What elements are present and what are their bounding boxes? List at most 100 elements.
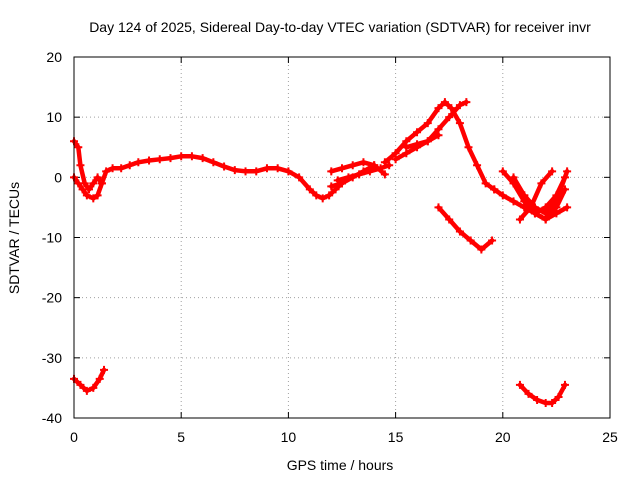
data-point [380, 158, 389, 167]
x-tick-label: 5 [177, 429, 185, 445]
series-rise-b [391, 98, 471, 164]
data-point [385, 161, 394, 170]
plot-frame [73, 56, 611, 419]
data-point [455, 119, 464, 128]
data-point [359, 167, 368, 176]
data-point [524, 389, 533, 398]
data-point [338, 164, 346, 173]
data-point [93, 191, 102, 200]
data-point [477, 245, 486, 254]
data-point [273, 164, 282, 173]
data-point [464, 143, 473, 152]
grid [74, 57, 610, 418]
data-point [80, 179, 89, 188]
y-tick-label: -10 [42, 230, 62, 246]
data-point [434, 131, 443, 140]
y-tick-label: -40 [42, 410, 62, 426]
data-point [481, 179, 490, 188]
data-point [520, 191, 529, 200]
data-point [391, 155, 400, 164]
series-early-loop [70, 137, 106, 194]
data-point [284, 167, 293, 176]
data-point [533, 395, 542, 404]
data-point [187, 152, 196, 161]
data-point [89, 194, 98, 203]
data-point [447, 104, 456, 113]
data-point [554, 392, 563, 401]
data-point [177, 152, 186, 161]
data-point [252, 167, 261, 176]
data-point [85, 185, 94, 194]
data-point [305, 185, 314, 194]
data-point [498, 167, 507, 176]
data-point [295, 173, 304, 182]
data-point [312, 191, 321, 200]
data-point [541, 209, 550, 218]
data-point [76, 161, 85, 170]
data-point [74, 143, 83, 152]
y-axis-label: SDTVAR / TECUs [6, 182, 22, 294]
y-tick-label: -20 [42, 290, 62, 306]
data-point [125, 161, 134, 170]
data-point [348, 161, 357, 170]
data-point [445, 113, 454, 122]
data-point [338, 179, 346, 188]
series-rise-c [402, 131, 443, 152]
data-point [155, 155, 164, 164]
series-bottom-right-arc [515, 380, 569, 407]
data-point [82, 191, 91, 200]
data-point [548, 167, 557, 176]
data-point [530, 203, 539, 212]
data-point [220, 162, 229, 171]
data-point [89, 179, 98, 188]
data-point [563, 203, 572, 212]
data-point [108, 164, 117, 173]
data-point [537, 179, 546, 188]
data-point [455, 101, 464, 110]
series-late-track-e [520, 167, 572, 218]
data-point [134, 158, 143, 167]
series-late-track-c [509, 173, 569, 224]
x-tick-label: 20 [495, 429, 511, 445]
data-point [327, 182, 336, 191]
data-point [466, 236, 475, 245]
data-point [230, 166, 239, 175]
data-point [515, 215, 524, 224]
data-point [318, 194, 327, 203]
data-point [327, 167, 336, 176]
series-bottom-left-arc [70, 365, 109, 395]
data-point [455, 227, 464, 236]
data-point [509, 173, 518, 182]
y-tick-label: 0 [54, 169, 62, 185]
y-tick-label: 10 [46, 109, 62, 125]
data-point [402, 143, 411, 152]
data-point [82, 386, 91, 395]
data-point [498, 191, 507, 200]
data-point [488, 236, 497, 245]
data-point [166, 154, 175, 163]
x-tick-label: 10 [281, 429, 297, 445]
chart-title: Day 124 of 2025, Sidereal Day-to-day VTE… [89, 19, 591, 35]
data-point [102, 167, 111, 176]
series-bump-c [327, 161, 379, 191]
series-line [404, 132, 441, 150]
data-point [473, 161, 482, 170]
x-tick-label: 0 [70, 429, 78, 445]
data-point [89, 383, 98, 392]
data-point [440, 98, 449, 107]
data-point [563, 167, 572, 176]
tick-labels: 0 5 10 15 20 25 -40 -30 -20 -10 0 10 20 [42, 49, 618, 445]
data-point [445, 215, 454, 224]
data-point [413, 140, 422, 149]
plot-area [70, 98, 572, 407]
y-tick-label: -30 [42, 350, 62, 366]
series-line [436, 205, 495, 252]
series-line [517, 169, 555, 222]
x-tick-label: 15 [388, 429, 404, 445]
x-axis-label: GPS time / hours [287, 457, 394, 473]
data-point [423, 119, 432, 128]
data-point [209, 158, 218, 167]
data-point [100, 365, 109, 374]
data-point [262, 164, 271, 173]
data-point [117, 164, 126, 173]
